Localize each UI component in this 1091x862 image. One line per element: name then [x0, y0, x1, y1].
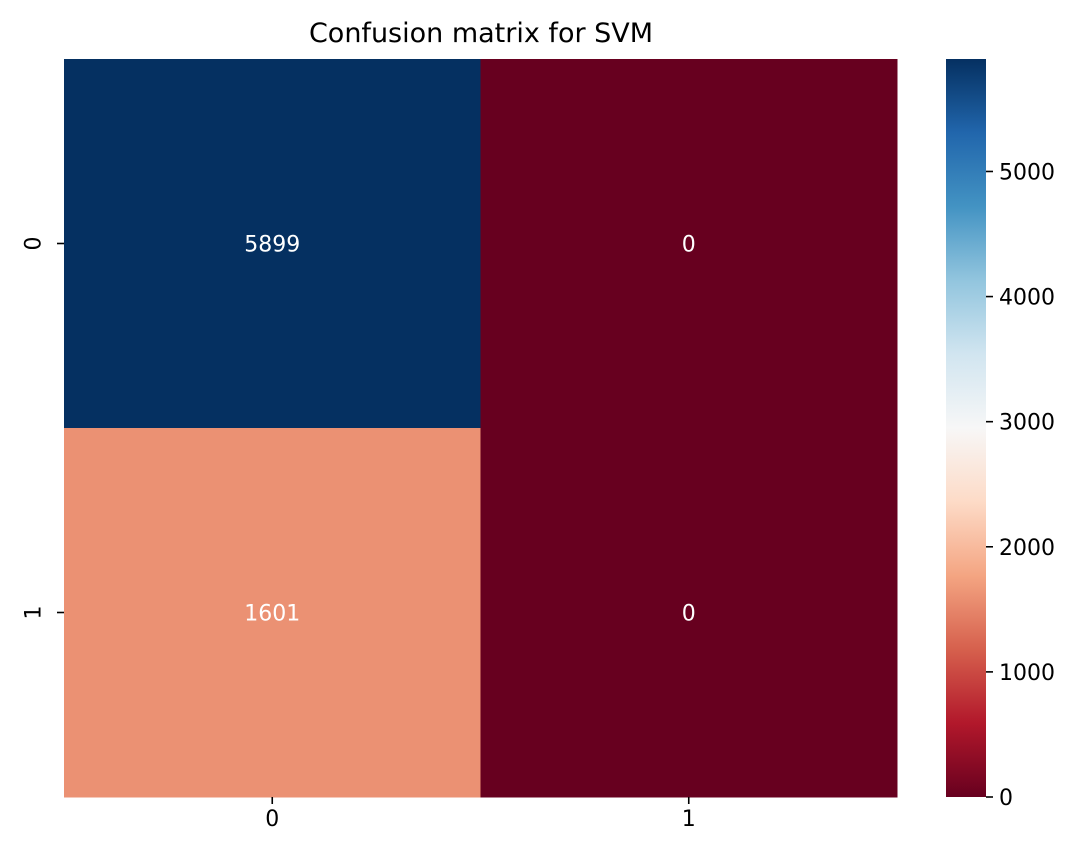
heatmap-cell-0-0	[64, 59, 481, 429]
colorbar: 0 1000 2000 3000 4000 5000	[946, 59, 1055, 811]
colorbar-tick-label: 3000	[999, 411, 1055, 436]
colorbar-tick-label: 1000	[999, 661, 1055, 686]
cell-annotation-0-1: 0	[682, 233, 696, 258]
x-tick-label: 1	[682, 807, 696, 832]
y-axis: 01	[22, 237, 64, 620]
heatmap-cell-0-1	[480, 59, 898, 429]
colorbar-tick-label: 5000	[999, 160, 1055, 185]
colorbar-tick-label: 0	[999, 786, 1013, 811]
cell-annotation-1-1: 0	[682, 602, 696, 627]
cell-annotation-1-0: 1601	[244, 602, 300, 627]
colorbar-tick-label: 2000	[999, 536, 1055, 561]
heatmap-cells: 5899 0 1601 0	[64, 59, 898, 798]
colorbar-tick-label: 4000	[999, 286, 1055, 311]
cell-annotation-0-0: 5899	[244, 233, 300, 258]
chart-title: Confusion matrix for SVM	[309, 18, 653, 49]
x-tick-label: 0	[265, 807, 279, 832]
heatmap-cell-1-0	[64, 428, 481, 798]
colorbar-gradient	[946, 59, 986, 797]
heatmap-cell-1-1	[480, 428, 898, 798]
y-tick-label: 1	[22, 606, 47, 620]
y-tick-label: 0	[22, 237, 47, 251]
